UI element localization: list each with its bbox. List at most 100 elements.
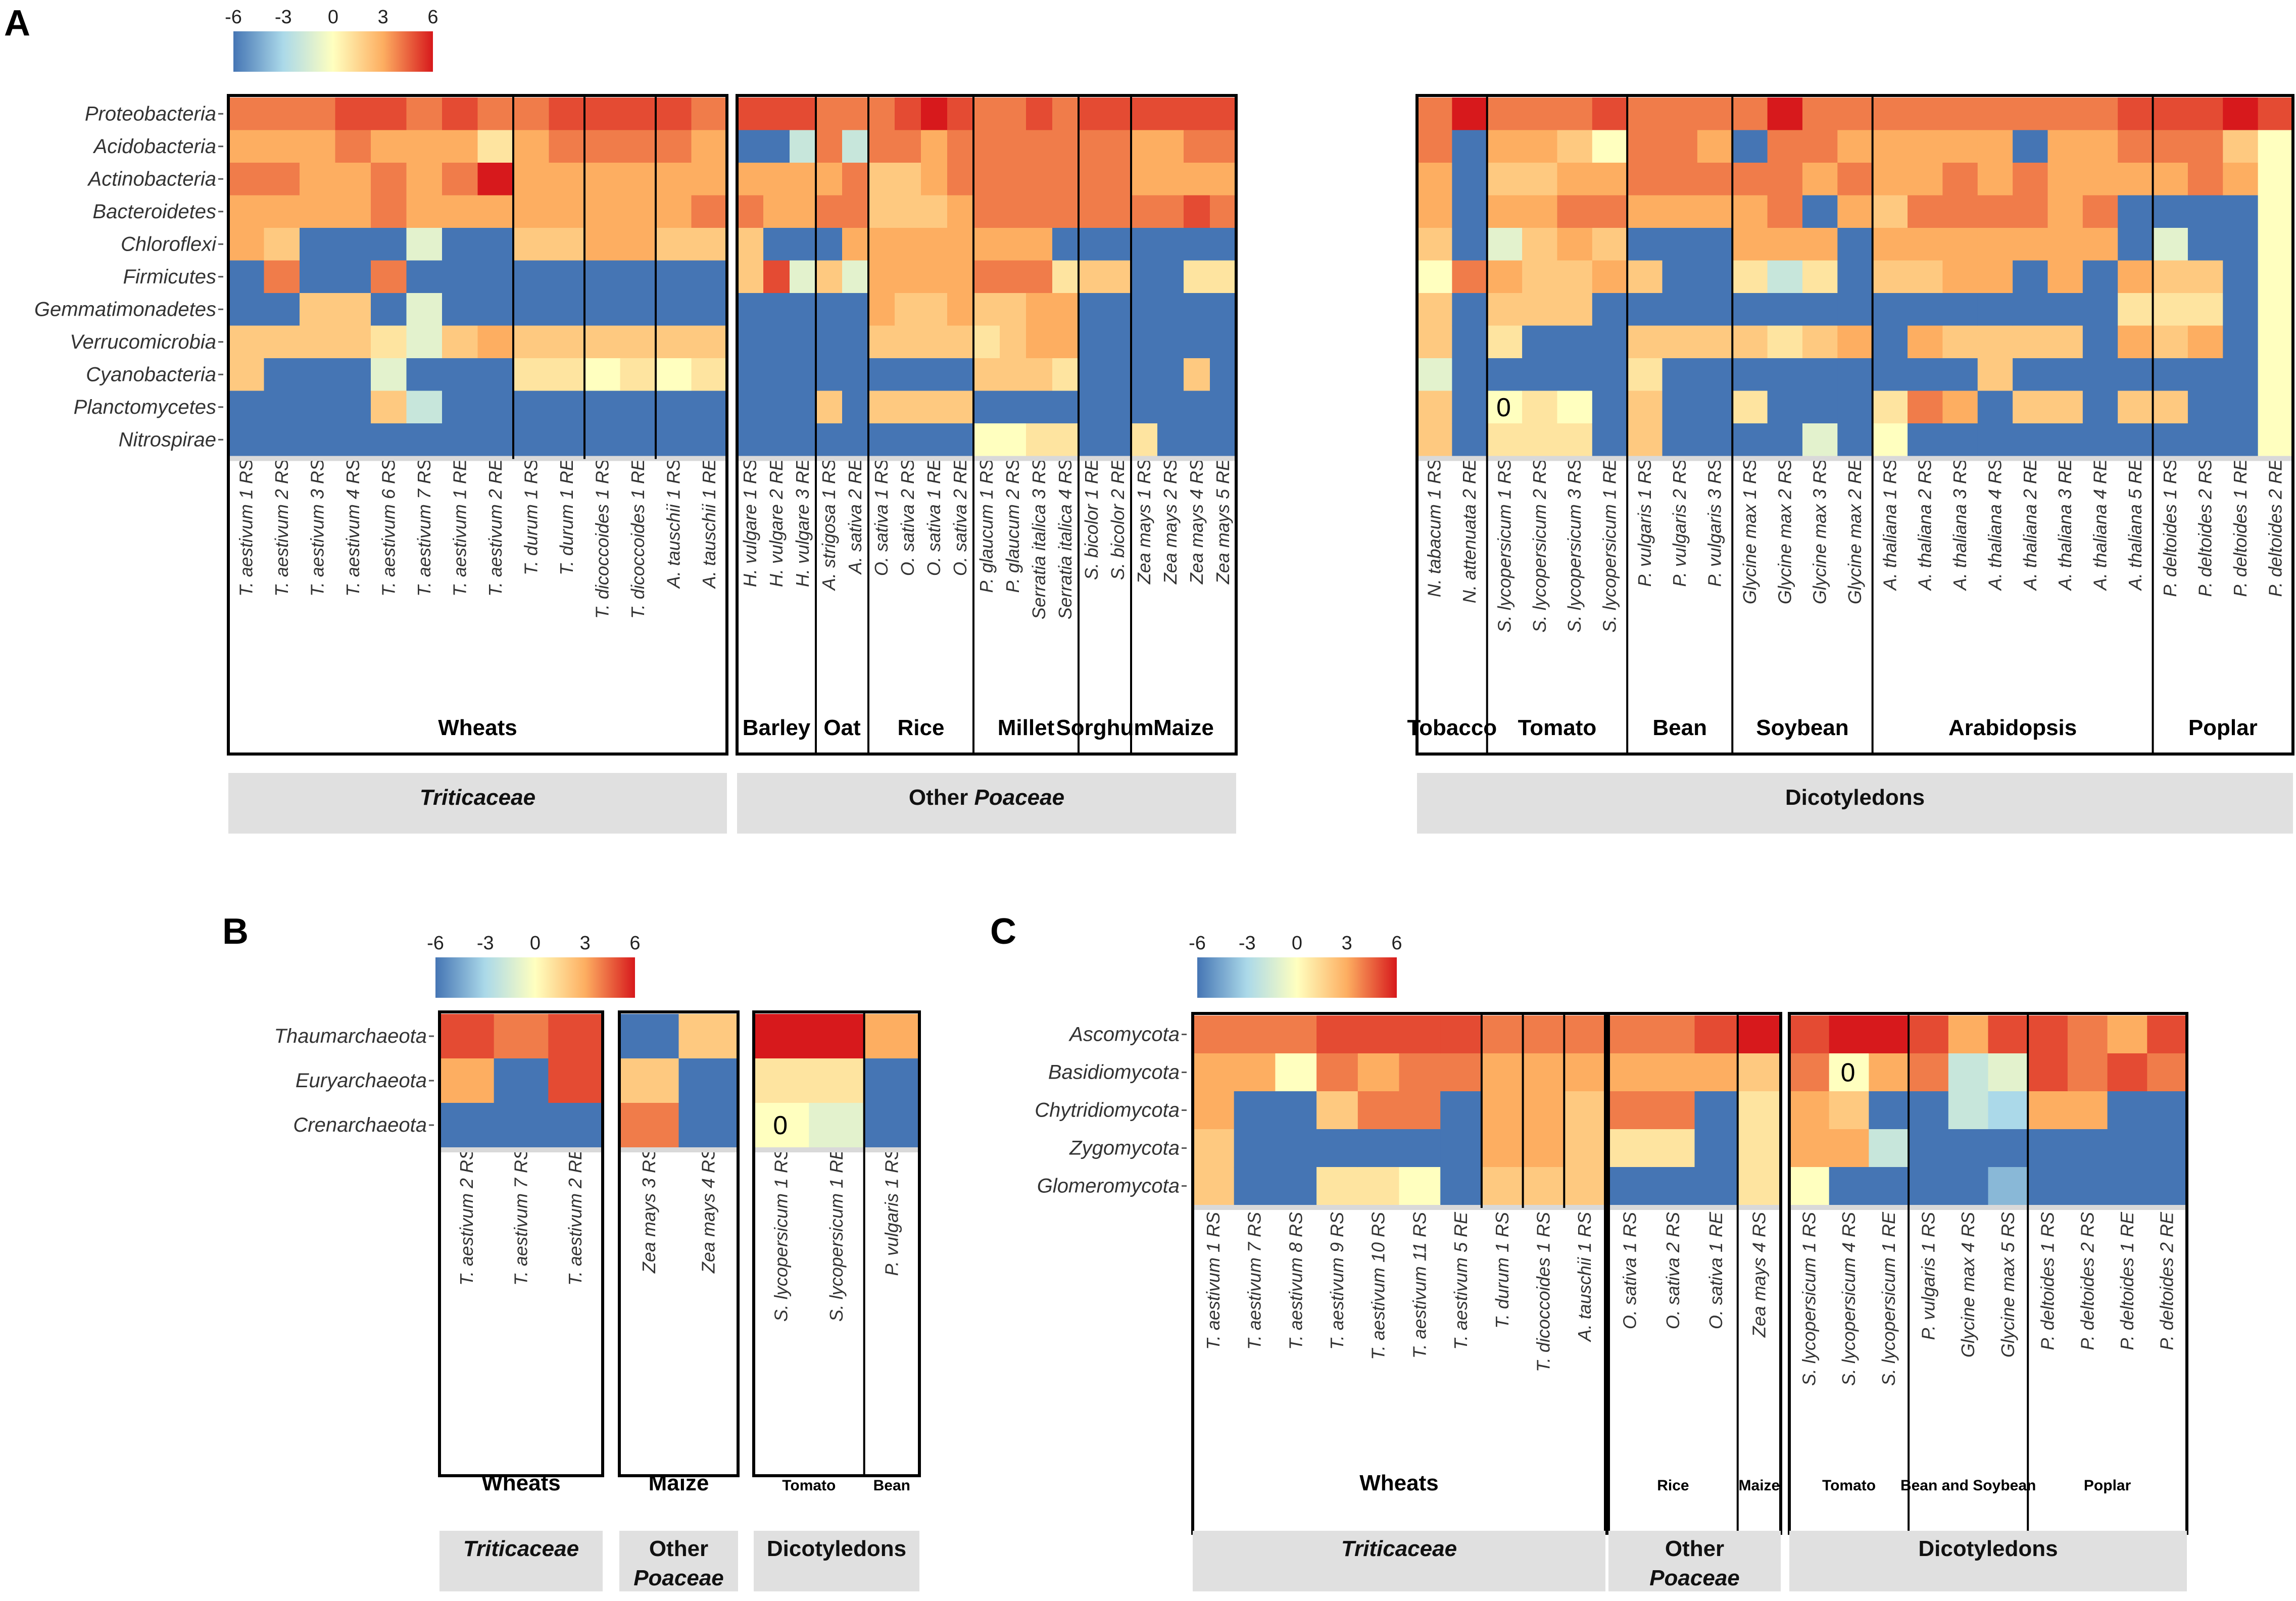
heatmap-cell	[1481, 1053, 1524, 1092]
heatmap-cell	[1000, 98, 1027, 131]
heatmap-cell	[816, 98, 843, 131]
heatmap-cell	[442, 391, 478, 424]
heatmap-cell	[1694, 1167, 1738, 1205]
heatmap-cell	[1131, 98, 1158, 131]
heatmap-cell	[1908, 325, 1943, 359]
column-label: S. lycopersicum 1 RE	[1878, 1211, 1899, 1386]
heatmap-cell	[809, 1058, 865, 1103]
heatmap-cell	[1592, 228, 1628, 261]
heatmap-cell	[1557, 358, 1593, 392]
super-group-label: Other Poaceae	[1649, 1536, 1740, 1590]
super-group-band	[439, 1531, 603, 1591]
heatmap-cell	[2258, 98, 2293, 131]
heatmap-cell	[691, 293, 727, 326]
heatmap-cell	[1837, 423, 1873, 457]
group-label: Tomato	[1518, 715, 1597, 740]
super-group-label-part: Triticaceae	[1341, 1536, 1457, 1561]
heatmap-cell	[1487, 358, 1523, 392]
column-label: P. vulgaris 1 RS	[1634, 459, 1655, 587]
heatmap-cell	[477, 98, 514, 131]
heatmap-cell	[1052, 130, 1079, 163]
row-label: Ascomycota	[1068, 1024, 1180, 1046]
column-label: S. lycopersicum 1 RE	[1599, 458, 1620, 633]
heatmap-cell	[1452, 358, 1488, 392]
heatmap-cell	[895, 423, 921, 457]
heatmap-cell	[2013, 325, 2048, 359]
heatmap-cell	[1557, 195, 1593, 228]
heatmap-cell	[2187, 163, 2223, 196]
heatmap-cell	[2047, 391, 2083, 424]
column-label: S. lycopersicum 3 RS	[1564, 459, 1585, 633]
heatmap-cell	[1157, 98, 1184, 131]
heatmap-cell	[264, 260, 300, 294]
heatmap-cell	[1052, 163, 1079, 196]
heatmap-cell	[2187, 195, 2223, 228]
column-label: T. durum 1 RE	[556, 458, 577, 575]
heatmap-cell	[1157, 391, 1184, 424]
column-label: Glycine max 2 RE	[1844, 458, 1865, 604]
heatmap-cell	[584, 195, 621, 228]
heatmap-cell	[1829, 1015, 1869, 1054]
heatmap-cell	[790, 325, 816, 359]
heatmap-cell	[2258, 228, 2293, 261]
heatmap-cell	[1452, 391, 1488, 424]
heatmap-cell	[1977, 260, 2013, 294]
axis-strip	[754, 1147, 919, 1152]
heatmap-cell	[763, 293, 790, 326]
heatmap-cell	[842, 98, 869, 131]
heatmap-cell	[494, 1103, 549, 1148]
heatmap-cell	[1802, 325, 1838, 359]
heatmap-cell	[1942, 358, 1978, 392]
heatmap-cell	[790, 260, 816, 294]
heatmap-cell	[335, 325, 371, 359]
heatmap-cell	[406, 228, 443, 261]
heatmap-cell	[1105, 260, 1132, 294]
heatmap-cell	[1697, 195, 1733, 228]
heatmap-cell	[1592, 163, 1628, 196]
heatmap-cell	[842, 130, 869, 163]
heatmap-cell	[1052, 98, 1079, 131]
heatmap-cell	[477, 423, 514, 457]
heatmap-cell	[1184, 228, 1210, 261]
heatmap-cell	[921, 391, 948, 424]
heatmap-cell	[656, 325, 692, 359]
axis-strip	[737, 456, 1236, 461]
heatmap-cell	[584, 228, 621, 261]
column-label: P. deltoides 2 RS	[2077, 1212, 2097, 1350]
column-label: Zea mays 3 RS	[639, 1148, 659, 1274]
heatmap-cell	[1732, 195, 1768, 228]
heatmap-cell	[406, 195, 443, 228]
heatmap-cell	[1908, 195, 1943, 228]
heatmap-cell	[1000, 391, 1027, 424]
heatmap-cell	[1026, 130, 1053, 163]
heatmap-cell	[1557, 163, 1593, 196]
heatmap-cell	[477, 358, 514, 392]
heatmap-cell	[921, 293, 948, 326]
heatmap-cell	[2118, 391, 2154, 424]
heatmap-cell	[1487, 391, 1523, 424]
heatmap-cell	[1829, 1167, 1869, 1205]
heatmap-cell	[763, 195, 790, 228]
heatmap-cell	[1908, 358, 1943, 392]
heatmap-cell	[1452, 260, 1488, 294]
super-group-band	[228, 773, 727, 834]
heatmap-cell	[406, 163, 443, 196]
heatmap-cell	[816, 163, 843, 196]
heatmap-cell	[1184, 293, 1210, 326]
heatmap-cell	[548, 1103, 603, 1148]
heatmap-cell	[513, 391, 550, 424]
heatmap-cell	[1697, 423, 1733, 457]
heatmap-cell	[1417, 228, 1452, 261]
heatmap-cell	[1399, 1015, 1441, 1054]
heatmap-cell	[1837, 98, 1873, 131]
column-label: T. aestivum 1 RE	[449, 458, 470, 597]
heatmap-cell	[1487, 325, 1523, 359]
heatmap-cell	[754, 1103, 809, 1148]
heatmap-cell	[1837, 391, 1873, 424]
heatmap-cell	[1452, 163, 1488, 196]
column-label: A. thaliana 2 RS	[1915, 459, 1935, 591]
heatmap-cell	[2223, 391, 2259, 424]
heatmap-cell	[1909, 1129, 1949, 1168]
heatmap-cell	[1275, 1167, 1317, 1205]
heatmap-cell	[816, 358, 843, 392]
